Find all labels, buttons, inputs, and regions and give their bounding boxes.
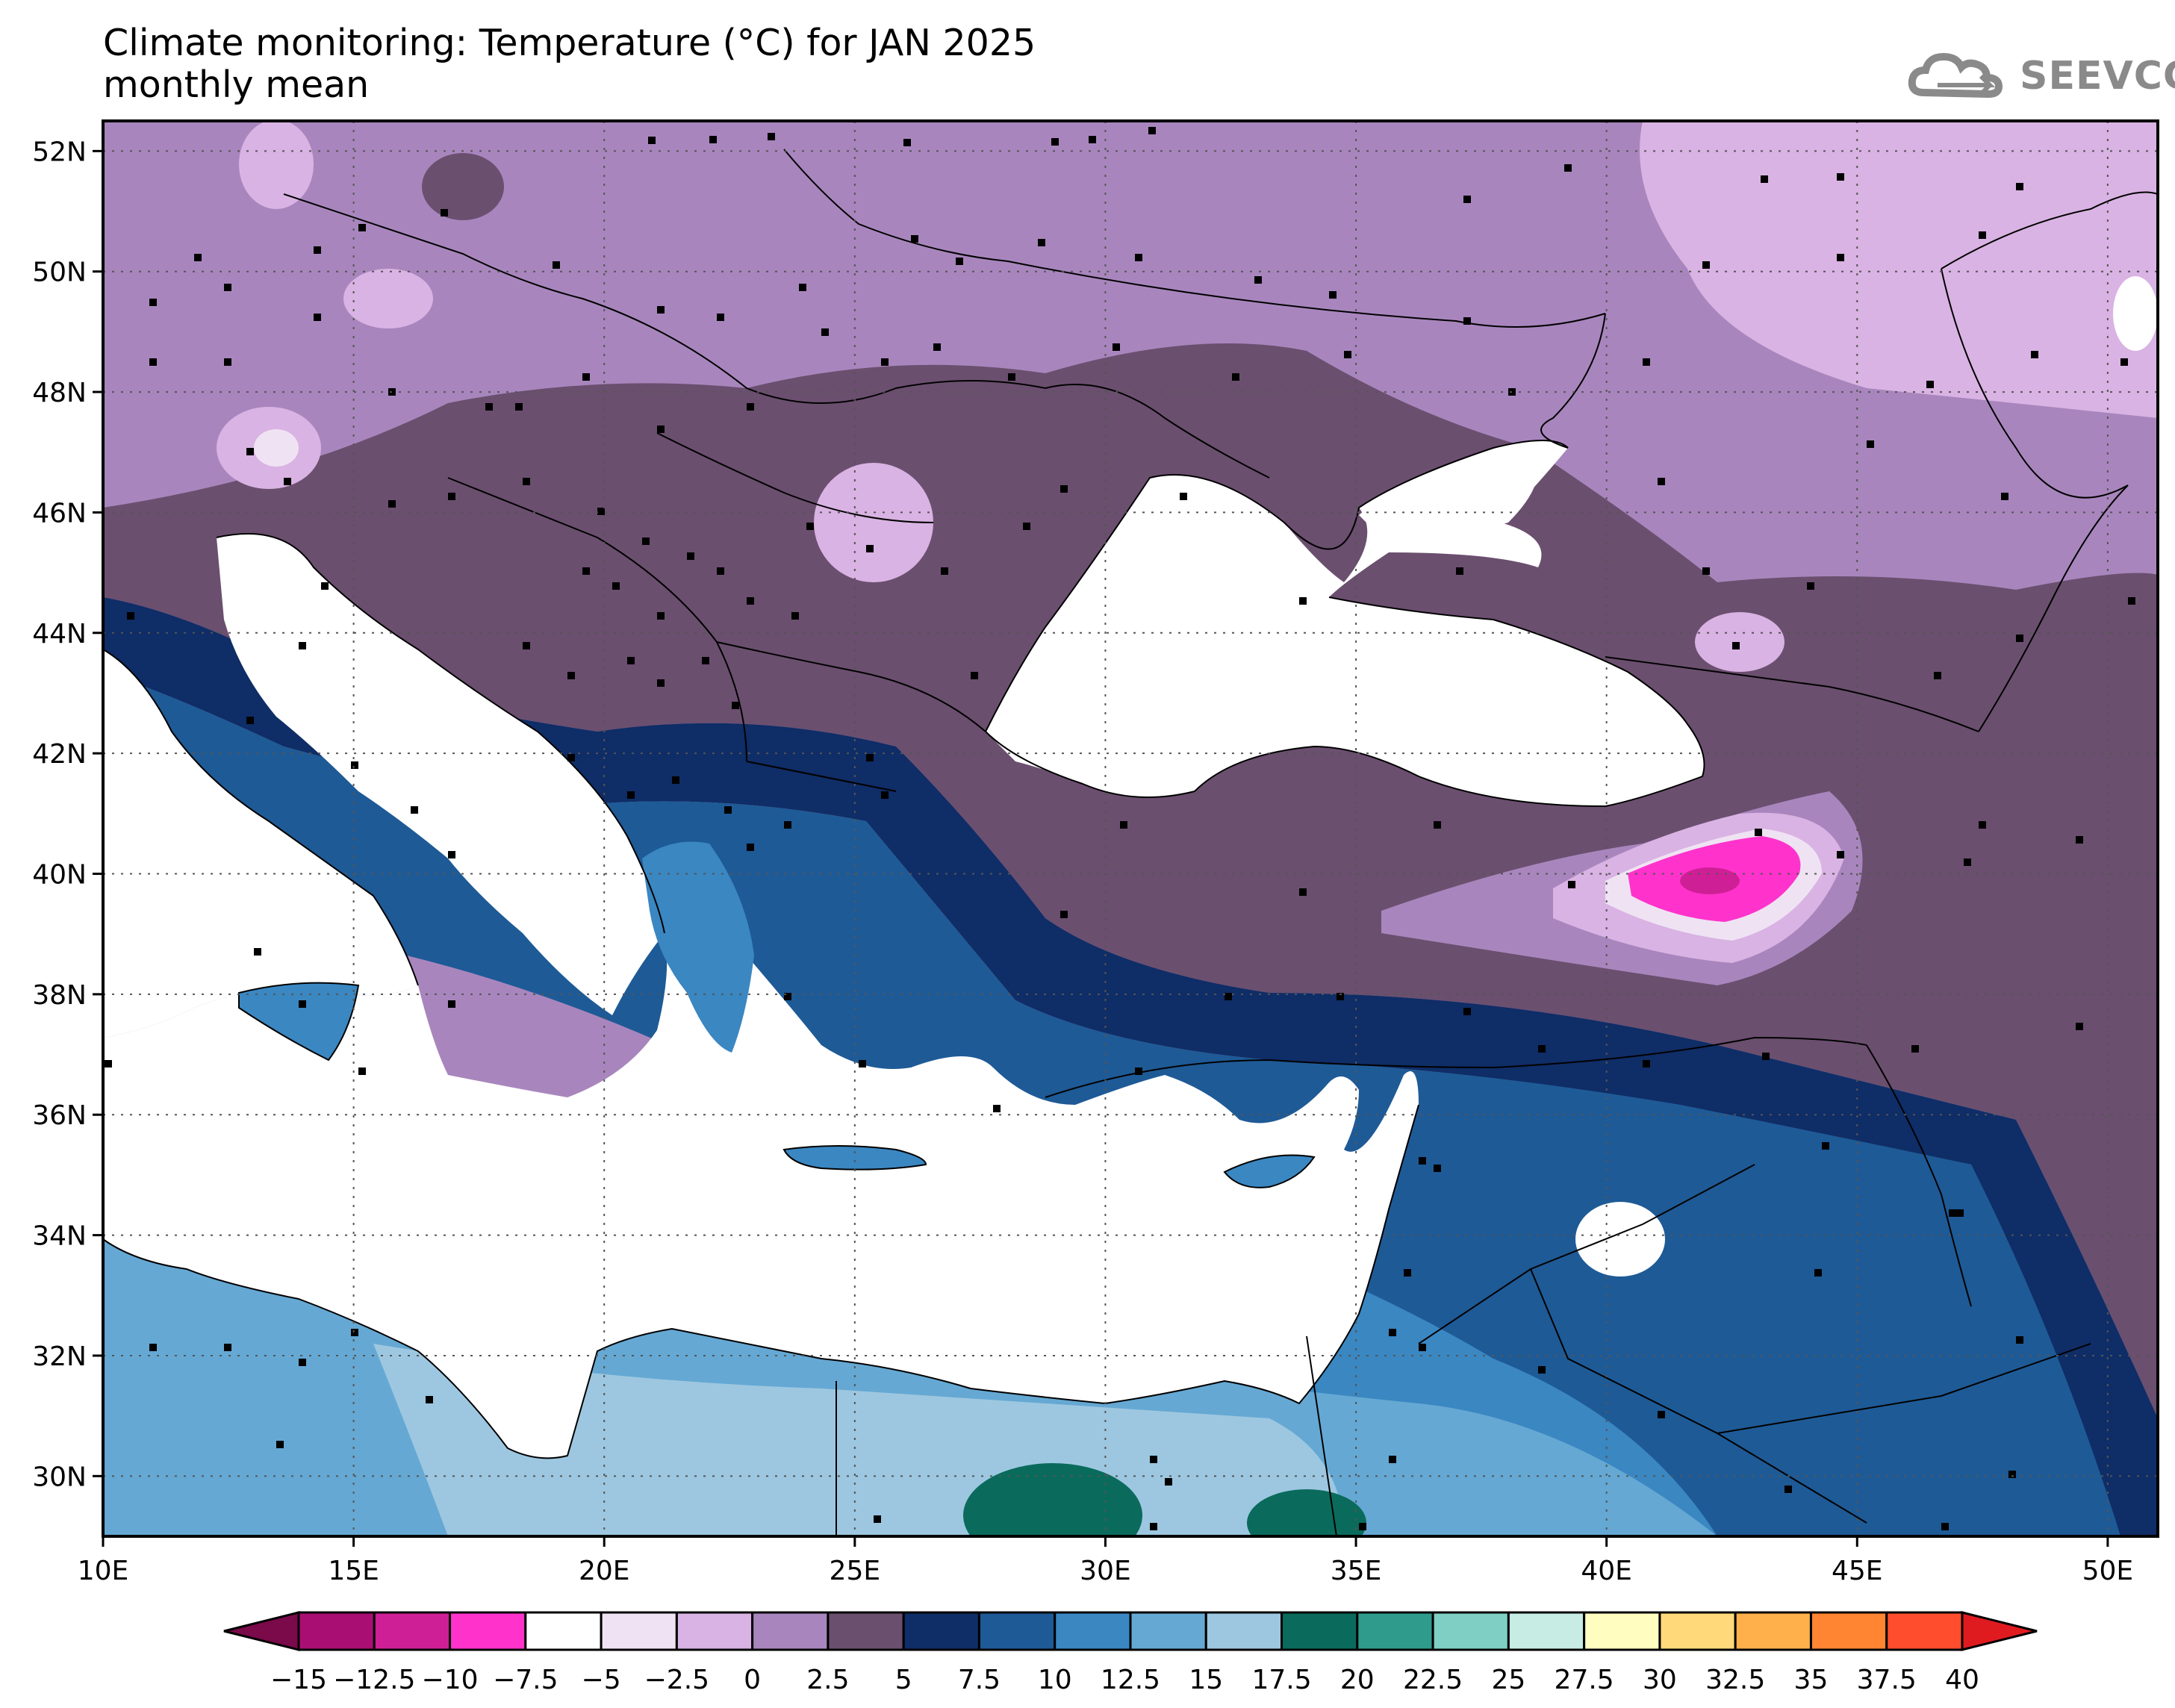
- colorbar-cell: [751, 1611, 830, 1651]
- colorbar-cell: [600, 1611, 678, 1651]
- map-field: [103, 121, 2158, 1536]
- colorbar-label: 22.5: [1403, 1665, 1463, 1695]
- colorbar-cell: [1809, 1611, 1888, 1651]
- colorbar-max-arrow: [1961, 1611, 2038, 1651]
- gridlines: [103, 121, 2158, 1536]
- lon-tick-label: 35E: [1331, 1556, 1382, 1586]
- sicily: [238, 982, 360, 1062]
- colorbar-cell: [297, 1611, 376, 1651]
- colorbar-label: 12.5: [1101, 1665, 1160, 1695]
- tyrrhenian-sea: [103, 649, 418, 1038]
- cyprus: [1223, 1154, 1316, 1188]
- lon-tick-label: 40E: [1581, 1556, 1632, 1586]
- lat-tick-label: 40N: [32, 860, 87, 891]
- colorbar-cell: [524, 1611, 603, 1651]
- lat-tick-label: 34N: [32, 1221, 87, 1252]
- lon-tick-label: 20E: [579, 1556, 630, 1586]
- crete: [782, 1145, 927, 1171]
- colorbar-cell: [1129, 1611, 1207, 1651]
- seevccc-logo: SEEVCCC: [1908, 46, 2175, 106]
- lat-tick-label: 32N: [32, 1341, 87, 1372]
- colorbar-label: 25: [1491, 1665, 1525, 1695]
- colorbar-label: −7.5: [493, 1665, 558, 1695]
- lat-tick-label: 46N: [32, 498, 87, 529]
- colorbar-label: 27.5: [1555, 1665, 1614, 1695]
- colorbar-cell: [1885, 1611, 1964, 1651]
- colorbar-label: 40: [1945, 1665, 1979, 1695]
- lat-tick-label: 36N: [32, 1100, 87, 1131]
- station-markers: [105, 127, 2135, 1530]
- colorbar-cell: [1356, 1611, 1434, 1651]
- colorbar-label: −5: [582, 1665, 621, 1695]
- colorbar-label: −12.5: [333, 1665, 415, 1695]
- title-line-1: Climate monitoring: Temperature (°C) for…: [103, 22, 1036, 64]
- colorbar-cell: [1204, 1611, 1283, 1651]
- lon-tick-label: 30E: [1080, 1556, 1131, 1586]
- lon-tick-label: 10E: [78, 1556, 129, 1586]
- colorbar-label: 17.5: [1251, 1665, 1311, 1695]
- adriatic-sea: [217, 534, 665, 1015]
- lat-tick-label: 42N: [32, 739, 87, 770]
- colorbar-label: 5: [895, 1665, 912, 1695]
- cloud-icon: [1908, 52, 2003, 99]
- colorbar-label: 20: [1340, 1665, 1375, 1695]
- colorbar-label: 35: [1794, 1665, 1829, 1695]
- logo-text: SEEVCCC: [2020, 54, 2175, 99]
- lat-tick-label: 44N: [32, 619, 87, 649]
- lon-tick-label: 15E: [328, 1556, 379, 1586]
- mediterranean-sea: [103, 929, 1419, 1459]
- colorbar-label: −15: [270, 1665, 327, 1695]
- colorbar-cell: [449, 1611, 527, 1651]
- colorbar-label: 7.5: [958, 1665, 1001, 1695]
- longitude-axis: 10E 15E 20E 25E 30E 35E 40E 45E 50E: [78, 1536, 2133, 1586]
- latitude-axis: 30N 32N 34N 36N 38N 40N 42N 44N 46N 48N 50N 52N: [32, 137, 103, 1492]
- colorbar-label: −10: [422, 1665, 479, 1695]
- lat-tick-label: 48N: [32, 378, 87, 408]
- colorbar-cell: [1281, 1611, 1359, 1651]
- colorbar-cell: [1507, 1611, 1586, 1651]
- colorbar-cell: [1054, 1611, 1132, 1651]
- black-sea: [986, 440, 1705, 806]
- colorbar-min-arrow: [223, 1611, 300, 1651]
- lat-tick-label: 50N: [32, 258, 87, 288]
- colorbar-cell: [373, 1611, 452, 1651]
- lon-tick-label: 50E: [2082, 1556, 2134, 1586]
- colorbar-label: 0: [744, 1665, 761, 1695]
- borders: [103, 149, 2158, 1536]
- lat-tick-label: 38N: [32, 980, 87, 1011]
- lon-tick-label: 25E: [830, 1556, 881, 1586]
- warm-spot-west: [963, 1463, 1142, 1536]
- colorbar-label: 30: [1643, 1665, 1677, 1695]
- colorbar-label: 32.5: [1705, 1665, 1765, 1695]
- lat-tick-label: 52N: [32, 137, 87, 167]
- colorbar-label: 10: [1038, 1665, 1072, 1695]
- colorbar-cell: [1658, 1611, 1737, 1651]
- colorbar-cell: [827, 1611, 905, 1651]
- warm-spot-east: [1247, 1489, 1366, 1536]
- colorbar-label: 2.5: [806, 1665, 849, 1695]
- colorbar-label: 37.5: [1857, 1665, 1917, 1695]
- colorbar-label: 15: [1189, 1665, 1223, 1695]
- colorbar-cell: [675, 1611, 754, 1651]
- lon-tick-label: 45E: [1832, 1556, 1883, 1586]
- colorbar-cell: [902, 1611, 980, 1651]
- map-frame: [102, 119, 2159, 1538]
- colorbar-cell: [1431, 1611, 1510, 1651]
- map-title: Climate monitoring: Temperature (°C) for…: [103, 22, 1036, 106]
- colorbar-label: −2.5: [644, 1665, 709, 1695]
- lat-tick-label: 30N: [32, 1462, 87, 1492]
- title-line-2: monthly mean: [103, 63, 370, 106]
- colorbar-cell: [977, 1611, 1057, 1651]
- colorbar-cell: [1583, 1611, 1661, 1651]
- colorbar-cell: [1734, 1611, 1812, 1651]
